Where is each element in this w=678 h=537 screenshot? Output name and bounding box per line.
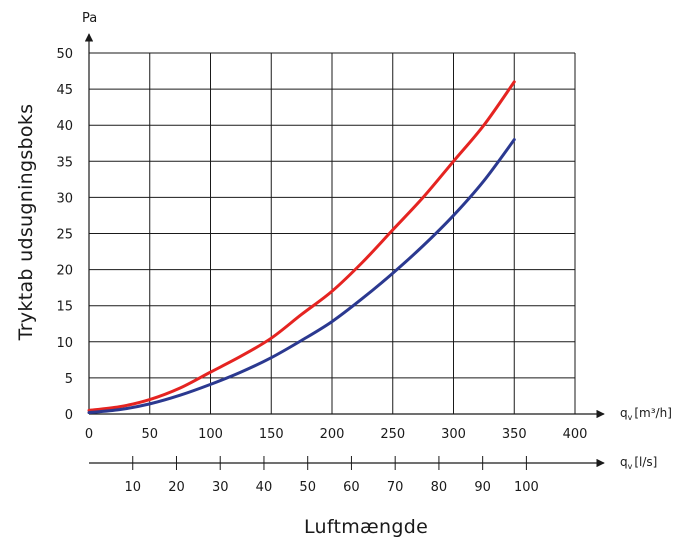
y-tick-label: 45 — [56, 83, 73, 98]
y-tick-label: 35 — [56, 155, 73, 170]
secondary-x-tick-label: 90 — [474, 480, 491, 495]
x-tick-label: 300 — [441, 427, 466, 442]
y-tick-label: 0 — [65, 408, 73, 423]
series-line-blue — [87, 138, 516, 415]
secondary-x-tick-label: 70 — [387, 480, 404, 495]
x-tick-label: 250 — [380, 427, 405, 442]
x-tick-label: 0 — [85, 427, 93, 442]
secondary-x-tick-label: 20 — [168, 480, 185, 495]
x-tick-label: 50 — [141, 427, 158, 442]
x-axis-title: Luftmængde — [304, 516, 428, 537]
grid-lines — [89, 52, 576, 414]
x-tick-labels: 0 50 100 150 200 250 300 350 400 — [85, 427, 588, 442]
axes — [84, 33, 605, 419]
secondary-x-tick-label: 50 — [299, 480, 316, 495]
y-tick-label: 15 — [56, 300, 73, 315]
x-tick-label: 350 — [502, 427, 527, 442]
y-tick-label: 10 — [56, 336, 73, 351]
y-unit-label: Pa — [82, 11, 97, 26]
secondary-x-axis: 10 20 30 40 50 60 70 80 90 100 — [89, 456, 605, 495]
x-tick-label: 200 — [320, 427, 345, 442]
y-tick-label: 5 — [65, 372, 73, 387]
y-tick-labels: 0 5 10 15 20 25 30 35 40 45 50 — [56, 47, 73, 423]
secondary-x-tick-label: 80 — [431, 480, 448, 495]
x-tick-label: 400 — [563, 427, 588, 442]
y-tick-label: 50 — [56, 47, 73, 62]
y-tick-label: 30 — [56, 191, 73, 206]
secondary-x-tick-label: 10 — [124, 480, 141, 495]
x-unit-secondary-label: qv [l/s] — [620, 455, 657, 471]
y-tick-label: 40 — [56, 119, 73, 134]
x-unit-primary-label: qv [m³/h] — [620, 406, 672, 422]
x-tick-label: 100 — [198, 427, 223, 442]
y-tick-label: 25 — [56, 228, 73, 243]
secondary-x-tick-label: 60 — [343, 480, 360, 495]
y-tick-label: 20 — [56, 264, 73, 279]
secondary-x-tick-label: 30 — [212, 480, 229, 495]
x-tick-label: 150 — [259, 427, 284, 442]
y-axis-title: Tryktab udsugningsboks — [15, 104, 37, 342]
secondary-x-tick-label: 100 — [514, 480, 539, 495]
series-line-red — [87, 80, 516, 412]
series-lines — [87, 80, 516, 415]
secondary-x-tick-label: 40 — [256, 480, 273, 495]
